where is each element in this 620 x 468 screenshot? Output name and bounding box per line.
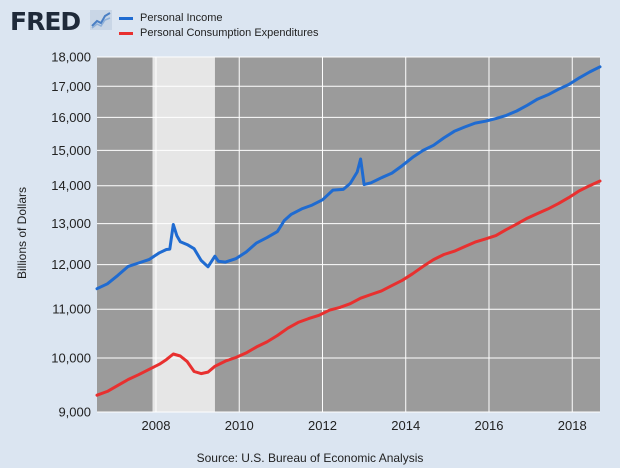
x-tick-label: 2008 [142, 418, 171, 433]
source-note: Source: U.S. Bureau of Economic Analysis [196, 451, 424, 465]
legend-label-personal-income: Personal Income [140, 12, 223, 24]
y-axis-title: Billions of Dollars [15, 187, 29, 279]
y-tick-label: 12,000 [51, 257, 91, 272]
x-tick-label: 2010 [225, 418, 254, 433]
x-tick-label: 2016 [475, 418, 504, 433]
y-tick-label: 15,000 [51, 143, 91, 158]
series-line-pce [95, 179, 602, 397]
legend-label-pce: Personal Consumption Expenditures [140, 27, 319, 39]
fred-logo[interactable]: FRED [10, 7, 81, 36]
x-tick-label: 2014 [391, 418, 420, 433]
y-tick-label: 16,000 [51, 110, 91, 125]
legend-item-pce[interactable]: Personal Consumption Expenditures [119, 26, 319, 40]
recession-band [152, 57, 215, 412]
y-tick-label: 18,000 [51, 50, 91, 65]
y-tick-label: 17,000 [51, 79, 91, 94]
legend-swatch-personal-income [119, 16, 133, 20]
y-tick-label: 9,000 [58, 405, 91, 420]
x-tick-label: 2018 [558, 418, 587, 433]
series-line-personal-income [95, 65, 602, 291]
y-tick-label: 11,000 [52, 302, 91, 317]
line-chart-icon [90, 10, 112, 30]
header: FRED Personal Income Personal Consumptio… [0, 0, 620, 46]
legend-swatch-pce [119, 31, 133, 35]
x-tick-label: 2012 [308, 418, 337, 433]
y-tick-label: 10,000 [51, 351, 91, 366]
y-tick-label: 14,000 [51, 178, 91, 193]
legend-item-personal-income[interactable]: Personal Income [119, 11, 223, 25]
y-tick-label: 13,000 [51, 216, 91, 231]
